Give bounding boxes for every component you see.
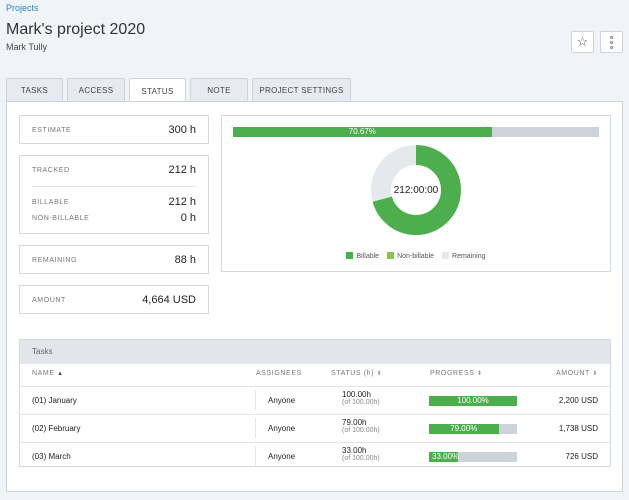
tab-access[interactable]: ACCESS <box>67 78 125 102</box>
column-assignees-header: ASSIGNEES <box>256 370 302 377</box>
task-status: 100.00h (of 100.00h) <box>342 390 380 406</box>
task-amount: 2,200 USD <box>558 396 598 405</box>
remaining-card: REMAINING 88 h <box>19 245 209 274</box>
sort-ascending-icon: ▲ <box>57 371 64 377</box>
tab-tasks[interactable]: TASKS <box>6 78 63 102</box>
billable-value: 212 h <box>168 196 196 208</box>
column-progress-header[interactable]: PROGRESS ⬍ <box>430 370 483 377</box>
task-progress-bar: 79.00% <box>429 424 517 434</box>
non-billable-label: NON-BILLABLE <box>32 215 90 222</box>
column-status-header[interactable]: STATUS (h) ⬍ <box>331 370 383 377</box>
task-progress-fill <box>429 396 517 406</box>
project-owner: Mark Tully <box>6 42 48 52</box>
amount-value: 4,664 USD <box>142 294 196 306</box>
legend-swatch <box>387 252 395 259</box>
page-title: Mark's project 2020 <box>6 21 146 38</box>
non-billable-value: 0 h <box>180 212 196 224</box>
legend-swatch <box>346 252 354 259</box>
tasks-table: Tasks NAME ▲ ASSIGNEES STATUS (h) ⬍ PROG… <box>19 339 611 467</box>
column-amount-header[interactable]: AMOUNT ⬍ <box>556 370 598 377</box>
table-row[interactable]: (03) March Anyone 33.00h (of 100.00h) 33… <box>20 442 610 469</box>
amount-label: AMOUNT <box>32 297 66 304</box>
task-amount: 1,738 USD <box>558 424 598 433</box>
remaining-value: 88 h <box>174 254 196 266</box>
tasks-table-title: Tasks <box>20 340 610 364</box>
task-progress-fill <box>429 424 499 434</box>
divider <box>32 186 196 187</box>
legend-swatch <box>442 252 450 259</box>
time-donut-chart <box>371 145 461 235</box>
status-panel: ESTIMATE 300 h TRACKED 212 h BILLABLE 21… <box>6 101 623 492</box>
chart-legend: Billable Non-billable Remaining <box>222 252 610 260</box>
tracked-value: 212 h <box>168 164 196 176</box>
tracked-card: TRACKED 212 h BILLABLE 212 h NON-BILLABL… <box>19 155 209 234</box>
tab-note[interactable]: NOTE <box>190 78 248 102</box>
task-assignees: Anyone <box>268 424 296 433</box>
more-options-button[interactable] <box>600 31 623 53</box>
sort-icon: ⬍ <box>592 371 598 377</box>
task-progress-label: 100.00% <box>457 396 489 405</box>
donut-center-label: 212:00:00 <box>393 184 439 196</box>
column-name-header[interactable]: NAME ▲ <box>32 370 64 377</box>
breadcrumb-projects[interactable]: Projects <box>6 3 39 13</box>
tab-project-settings[interactable]: PROJECT SETTINGS <box>252 78 351 102</box>
table-row[interactable]: (01) January Anyone 100.00h (of 100.00h)… <box>20 386 610 413</box>
sort-icon: ⬍ <box>376 371 383 377</box>
more-vertical-icon <box>610 35 613 39</box>
estimate-label: ESTIMATE <box>32 127 72 134</box>
task-name[interactable]: (03) March <box>32 452 71 461</box>
task-progress-label: 33.00% <box>432 452 460 461</box>
legend-item-non-billable: Non-billable <box>387 252 434 260</box>
task-status: 79.00h (of 100.00h) <box>342 418 380 434</box>
favorite-button[interactable]: ☆ <box>571 31 594 53</box>
time-chart-card: 70.67% 212:00:00 Billable Non-billable R… <box>221 115 611 272</box>
task-assignees: Anyone <box>268 452 296 461</box>
tab-bar: TASKS ACCESS STATUS NOTE PROJECT SETTING… <box>6 78 355 103</box>
sort-icon: ⬍ <box>477 371 483 377</box>
amount-card: AMOUNT 4,664 USD <box>19 285 209 314</box>
task-progress-fill <box>429 452 459 462</box>
estimate-card: ESTIMATE 300 h <box>19 115 209 144</box>
task-status: 33.00h (of 100.00h) <box>342 446 380 462</box>
task-progress-bar: 33.00% <box>429 452 517 462</box>
task-name[interactable]: (01) January <box>32 396 77 405</box>
tracked-label: TRACKED <box>32 167 70 174</box>
legend-item-remaining: Remaining <box>442 252 486 260</box>
overall-progress-label: 70.67% <box>348 127 376 136</box>
legend-item-billable: Billable <box>346 252 379 260</box>
task-progress-bar: 100.00% <box>429 396 517 406</box>
overall-progress-fill <box>233 127 492 137</box>
task-amount: 726 USD <box>565 452 598 461</box>
task-assignees: Anyone <box>268 396 296 405</box>
tab-status[interactable]: STATUS <box>129 78 186 103</box>
table-row[interactable]: (02) February Anyone 79.00h (of 100.00h)… <box>20 414 610 441</box>
remaining-label: REMAINING <box>32 257 78 264</box>
star-icon: ☆ <box>576 34 589 49</box>
donut-segment-remaining <box>371 145 461 235</box>
estimate-value: 300 h <box>168 124 196 136</box>
billable-label: BILLABLE <box>32 199 70 206</box>
task-name[interactable]: (02) February <box>32 424 81 433</box>
task-progress-label: 79.00% <box>450 424 478 433</box>
overall-progress-bar: 70.67% <box>233 127 599 137</box>
